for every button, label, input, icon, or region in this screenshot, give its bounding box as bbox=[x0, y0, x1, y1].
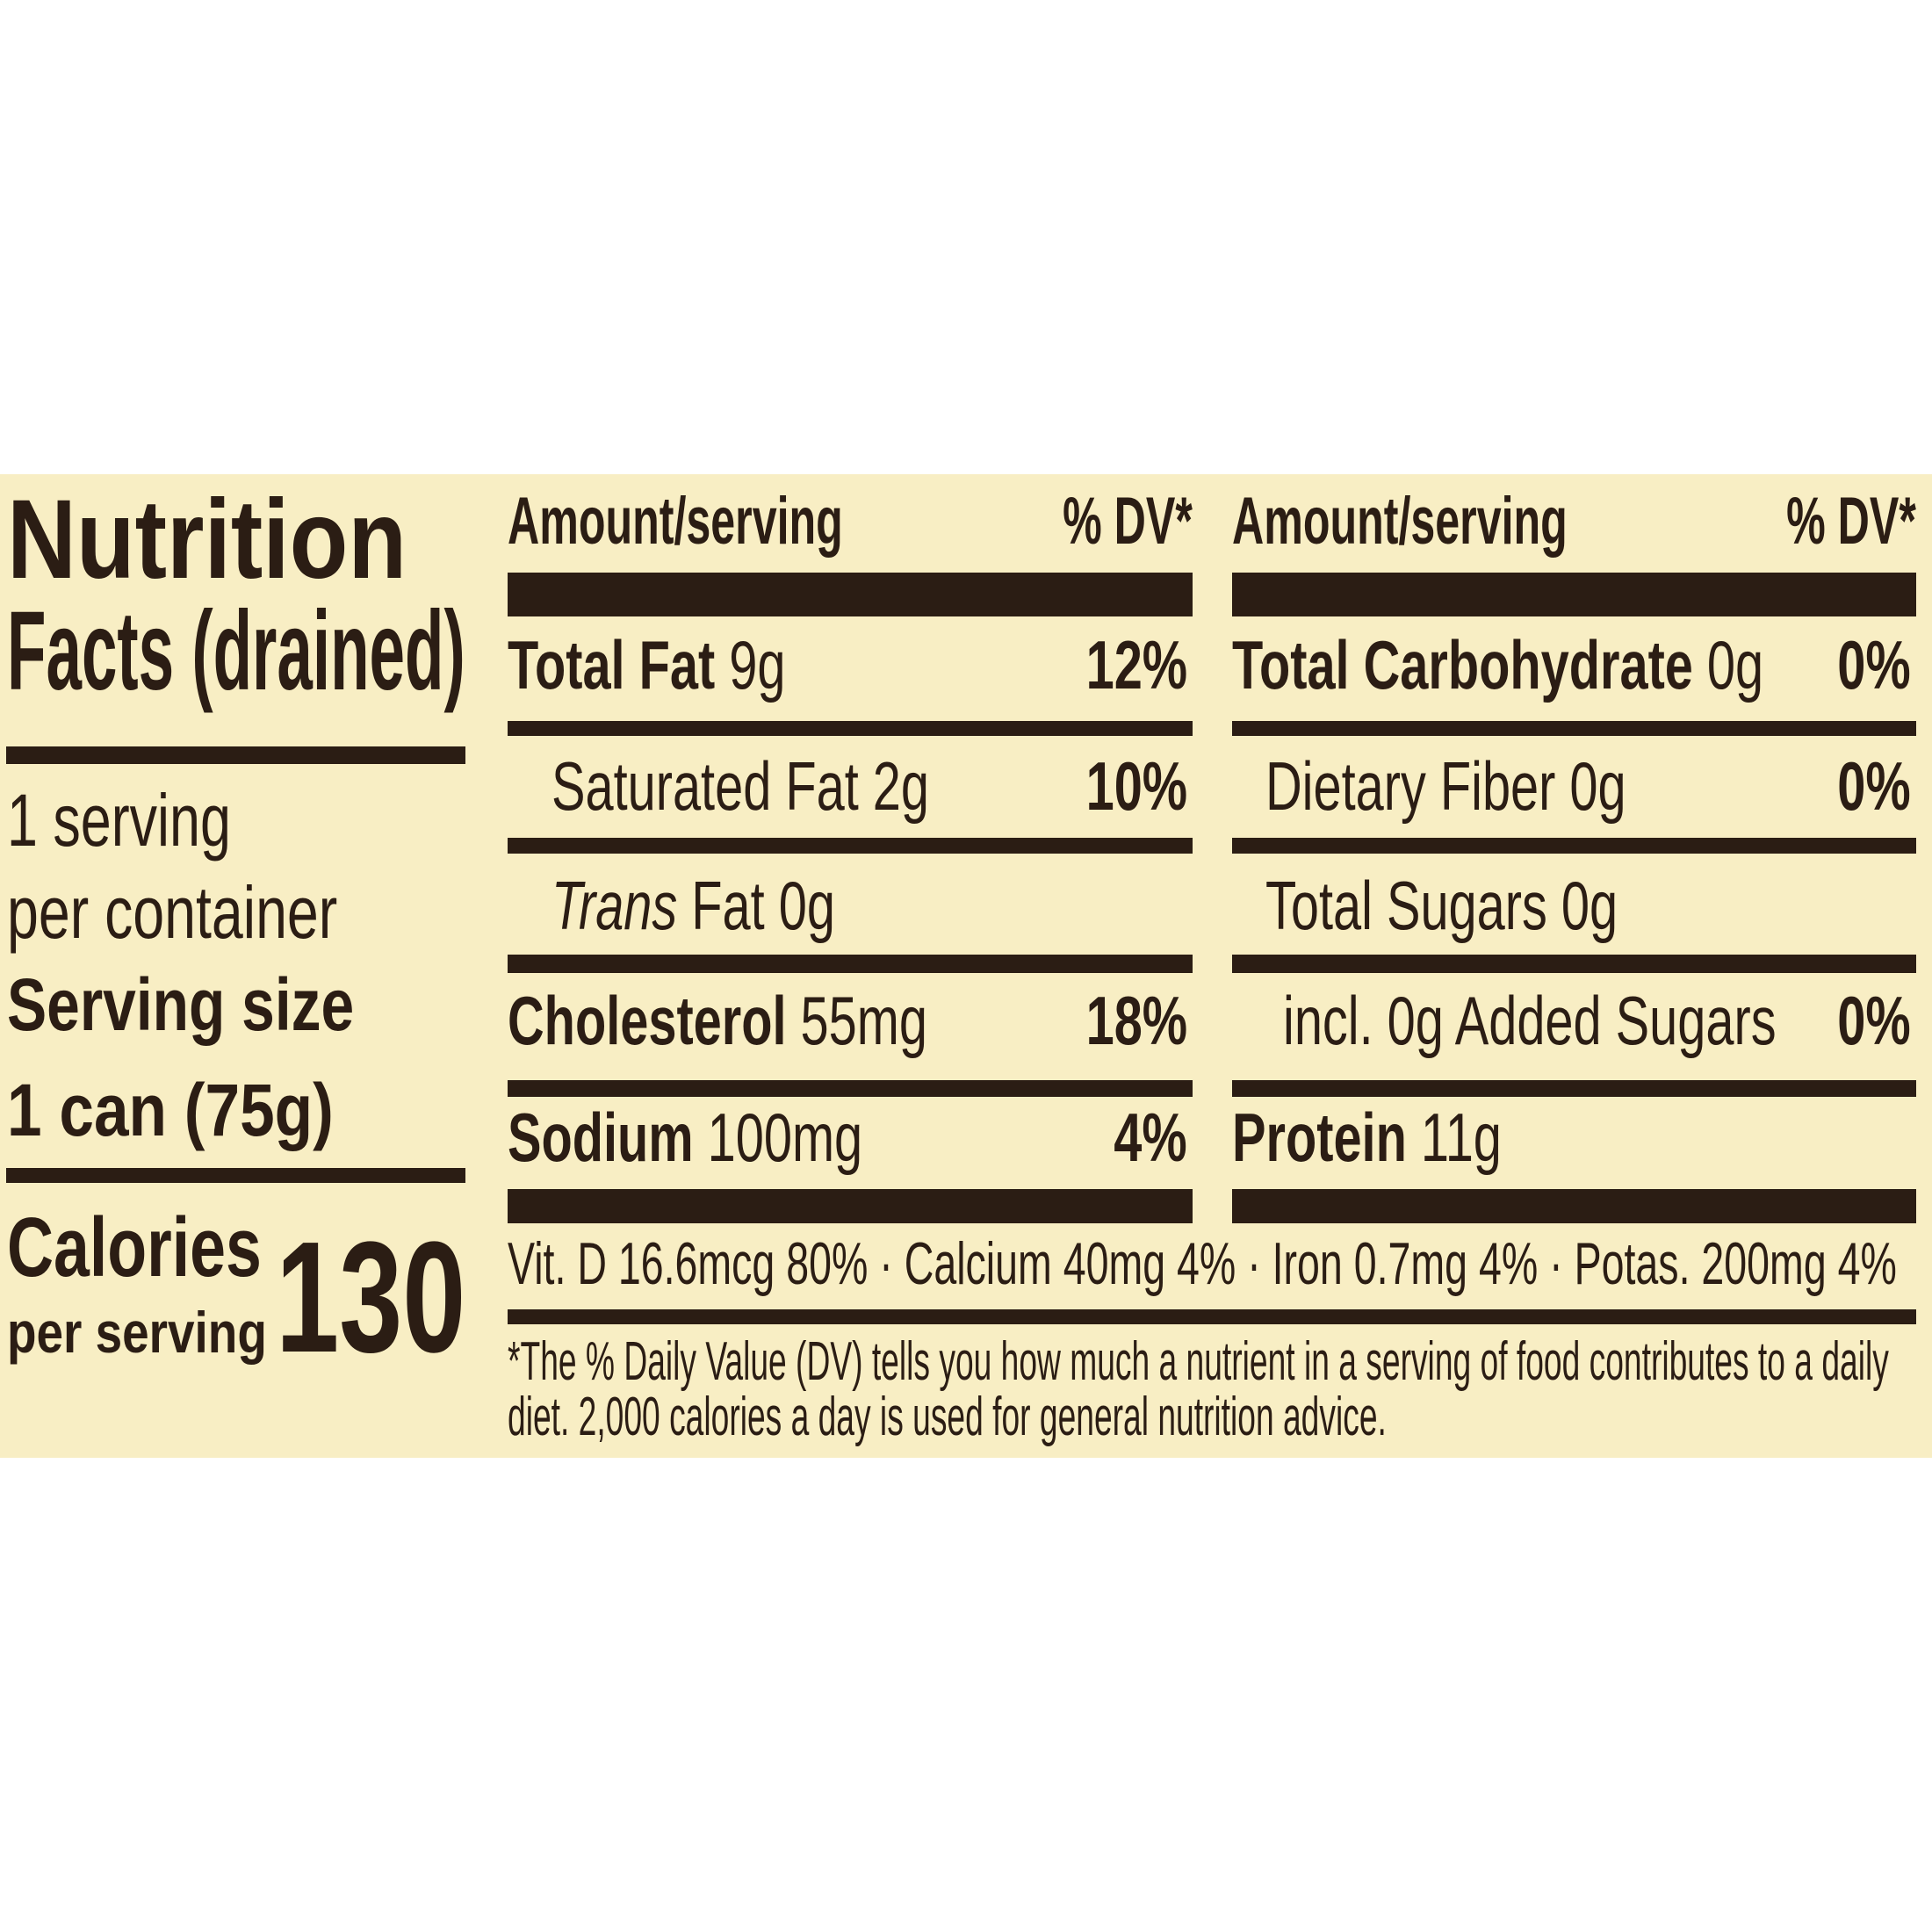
rule bbox=[1232, 1189, 1916, 1223]
rule bbox=[508, 1080, 1193, 1097]
header-dv: % DV* bbox=[1786, 483, 1916, 559]
daily-value: 0% bbox=[1837, 746, 1911, 825]
nutrient-name-italic: Trans bbox=[551, 866, 678, 944]
rule bbox=[6, 1168, 465, 1183]
nutrient-name: Cholesterol bbox=[508, 981, 787, 1059]
nutrient-amount: 0g bbox=[778, 866, 835, 944]
daily-value: 0% bbox=[1837, 625, 1911, 703]
rule bbox=[6, 746, 465, 764]
rule bbox=[1232, 721, 1916, 736]
title: Nutrition bbox=[7, 476, 407, 602]
vitamin: Iron 0.7mg 4% bbox=[1272, 1230, 1539, 1297]
nutrient-amount: 2g bbox=[872, 746, 929, 825]
rule bbox=[1232, 573, 1916, 616]
nutrient-row: incl. 0g Added Sugars bbox=[1283, 986, 1777, 1055]
header-amount: Amount/serving bbox=[508, 483, 843, 559]
nutrient-name: Total Sugars bbox=[1265, 866, 1547, 944]
rule bbox=[508, 1309, 1916, 1324]
calories-label: Calories bbox=[7, 1200, 262, 1294]
nutrient-amount: 0g bbox=[1569, 746, 1626, 825]
header-dv: % DV* bbox=[1063, 483, 1193, 559]
rule bbox=[508, 955, 1193, 973]
nutrient-amount: 0g bbox=[1706, 625, 1764, 703]
rule bbox=[508, 573, 1193, 616]
nutrient-name: Sodium bbox=[508, 1098, 694, 1176]
vitamins: Vit. D 16.6mcg 80% · Calcium 40mg 4% · I… bbox=[508, 1230, 1897, 1297]
calories-sublabel: per serving bbox=[7, 1299, 267, 1365]
rule bbox=[1232, 838, 1916, 854]
nutrient-amount: 100mg bbox=[707, 1098, 863, 1176]
nutrient-row: Total Sugars 0g bbox=[1265, 871, 1618, 940]
nutrient-name: Fat bbox=[691, 866, 765, 944]
daily-value: 10% bbox=[1085, 746, 1187, 825]
daily-value: 12% bbox=[1085, 625, 1187, 703]
header-amount: Amount/serving bbox=[1232, 483, 1568, 559]
servings: per container bbox=[7, 871, 338, 955]
nutrient-row: Sodium 100mg bbox=[508, 1103, 862, 1171]
vitamin: Calcium 40mg 4% bbox=[904, 1230, 1236, 1297]
serving-size: 1 can (75g) bbox=[7, 1069, 334, 1152]
nutrient-row: Cholesterol 55mg bbox=[508, 986, 927, 1055]
nutrient-name: Saturated Fat bbox=[551, 746, 859, 825]
nutrient-name: Total Carbohydrate bbox=[1232, 625, 1693, 703]
nutrient-row: Trans Fat 0g bbox=[551, 871, 835, 940]
nutrient-row: Protein 11g bbox=[1232, 1103, 1502, 1171]
nutrient-name: incl. 0g Added Sugars bbox=[1283, 981, 1777, 1059]
rule bbox=[508, 1189, 1193, 1223]
nutrient-amount: 55mg bbox=[800, 981, 927, 1059]
vitamin: Vit. D 16.6mcg 80% bbox=[508, 1230, 869, 1297]
vitamin: Potas. 200mg 4% bbox=[1574, 1230, 1897, 1297]
nutrition-label: Nutrition Facts (drained) 1 serving per con… bbox=[0, 474, 1932, 1458]
calories-value: 130 bbox=[275, 1209, 465, 1386]
footnote: *The % Daily Value (DV) tells you how mu… bbox=[508, 1331, 1889, 1447]
nutrient-row: Total Carbohydrate 0g bbox=[1232, 631, 1763, 699]
nutrient-row: Saturated Fat 2g bbox=[551, 752, 929, 820]
rule bbox=[508, 721, 1193, 736]
servings: 1 serving bbox=[7, 779, 231, 862]
daily-value: 0% bbox=[1837, 981, 1911, 1059]
nutrient-amount: 11g bbox=[1420, 1098, 1502, 1176]
rule bbox=[1232, 1080, 1916, 1097]
nutrient-name: Dietary Fiber bbox=[1265, 746, 1556, 825]
serving-size-label: Serving size bbox=[7, 963, 355, 1047]
nutrient-name: Total Fat bbox=[508, 625, 716, 703]
nutrient-row: Total Fat 9g bbox=[508, 631, 785, 699]
nutrient-amount: 0g bbox=[1561, 866, 1618, 944]
nutrient-amount: 9g bbox=[729, 625, 786, 703]
daily-value: 18% bbox=[1085, 981, 1187, 1059]
nutrient-name: Protein bbox=[1232, 1098, 1407, 1176]
nutrient-row: Dietary Fiber 0g bbox=[1265, 752, 1626, 820]
rule bbox=[508, 838, 1193, 854]
title: Facts (drained) bbox=[7, 588, 465, 714]
daily-value: 4% bbox=[1114, 1098, 1187, 1176]
rule bbox=[1232, 955, 1916, 973]
